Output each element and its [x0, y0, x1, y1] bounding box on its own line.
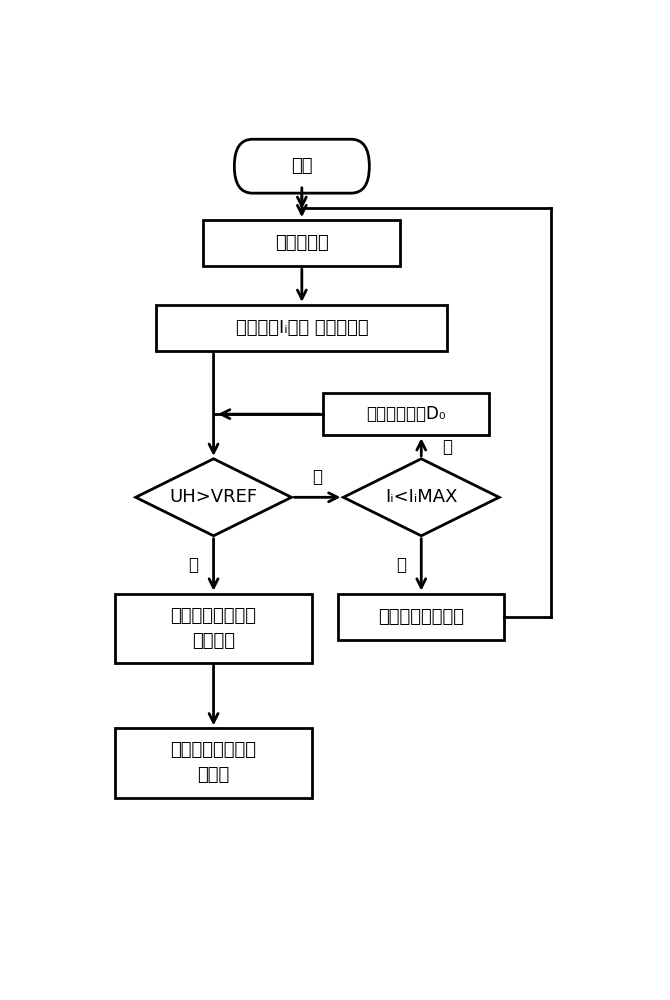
- Text: UH>VREF: UH>VREF: [170, 488, 258, 506]
- Text: 是: 是: [188, 556, 198, 574]
- Text: 是: 是: [442, 438, 452, 456]
- Polygon shape: [135, 459, 291, 536]
- Text: 修改控制信号D₀: 修改控制信号D₀: [366, 405, 446, 423]
- Text: 进入睡眠，等待数
据到来: 进入睡眠，等待数 据到来: [171, 741, 257, 784]
- FancyBboxPatch shape: [234, 139, 369, 193]
- Text: Iᵢ<IᵢMAX: Iᵢ<IᵢMAX: [385, 488, 458, 506]
- FancyBboxPatch shape: [115, 594, 312, 663]
- Text: 系统初始化: 系统初始化: [275, 234, 329, 252]
- Text: 否: 否: [396, 556, 406, 574]
- Text: 激励电流Iᵢ控制 电路初始化: 激励电流Iᵢ控制 电路初始化: [236, 319, 368, 337]
- Text: 确定安装位置进行
灌浆固定: 确定安装位置进行 灌浆固定: [171, 607, 257, 650]
- Text: 重新选定安装位置: 重新选定安装位置: [379, 608, 464, 626]
- Text: 开始: 开始: [291, 157, 313, 175]
- Polygon shape: [343, 459, 499, 536]
- FancyBboxPatch shape: [338, 594, 505, 640]
- Text: 否: 否: [312, 468, 322, 486]
- FancyBboxPatch shape: [115, 728, 312, 798]
- FancyBboxPatch shape: [323, 393, 489, 435]
- FancyBboxPatch shape: [203, 220, 401, 266]
- FancyBboxPatch shape: [156, 305, 448, 351]
